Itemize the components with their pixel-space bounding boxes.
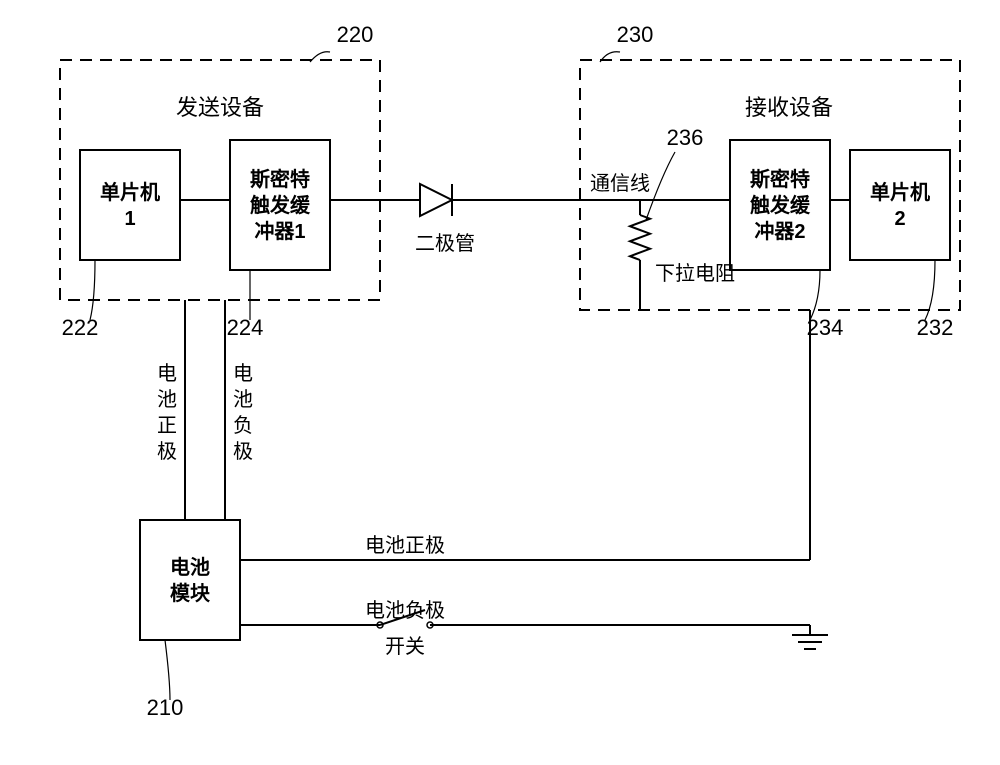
svg-text:斯密特: 斯密特: [250, 167, 310, 191]
ref-236: 236: [667, 125, 704, 150]
battery-neg-vert-label: 极: [233, 440, 253, 463]
ref-210: 210: [147, 695, 184, 720]
battery-neg-vert-label: 池: [233, 388, 253, 411]
svg-text:冲器1: 冲器1: [254, 220, 305, 243]
sender-title: 发送设备: [176, 95, 264, 120]
ref-234: 234: [807, 315, 844, 340]
svg-text:1: 1: [124, 208, 135, 230]
svg-text:单片机: 单片机: [870, 180, 930, 204]
receiver-title: 接收设备: [745, 95, 833, 120]
battery-pos-vert-label: 电: [157, 362, 177, 385]
svg-text:触发缓: 触发缓: [750, 193, 811, 217]
svg-text:电池: 电池: [170, 556, 210, 579]
battery-neg-vert-label: 负: [233, 414, 253, 437]
diode-label: 二极管: [415, 232, 475, 255]
battery-pos-vert-label: 正: [157, 415, 177, 437]
canvas-bg: [0, 0, 1000, 765]
svg-text:模块: 模块: [170, 581, 211, 605]
svg-text:冲器2: 冲器2: [754, 220, 805, 243]
resistor-label: 下拉电阻: [655, 262, 735, 285]
ref-232: 232: [917, 315, 954, 340]
switch-label: 开关: [385, 635, 425, 658]
ref-222: 222: [62, 315, 99, 340]
battery-neg-vert-label: 电: [233, 362, 253, 385]
battery-pos-vert-label: 池: [157, 388, 177, 411]
ref-224: 224: [227, 315, 264, 340]
svg-text:斯密特: 斯密特: [750, 167, 810, 191]
commline-label: 通信线: [590, 172, 650, 195]
receiver-ref: 230: [617, 22, 654, 47]
svg-text:单片机: 单片机: [100, 180, 160, 204]
sender-ref: 220: [337, 22, 374, 47]
battery-neg-horiz-label: 电池负极: [365, 599, 445, 622]
battery-pos-horiz-label: 电池正极: [365, 534, 445, 557]
svg-text:2: 2: [894, 208, 905, 230]
svg-text:触发缓: 触发缓: [250, 193, 311, 217]
battery-pos-vert-label: 极: [157, 440, 177, 463]
